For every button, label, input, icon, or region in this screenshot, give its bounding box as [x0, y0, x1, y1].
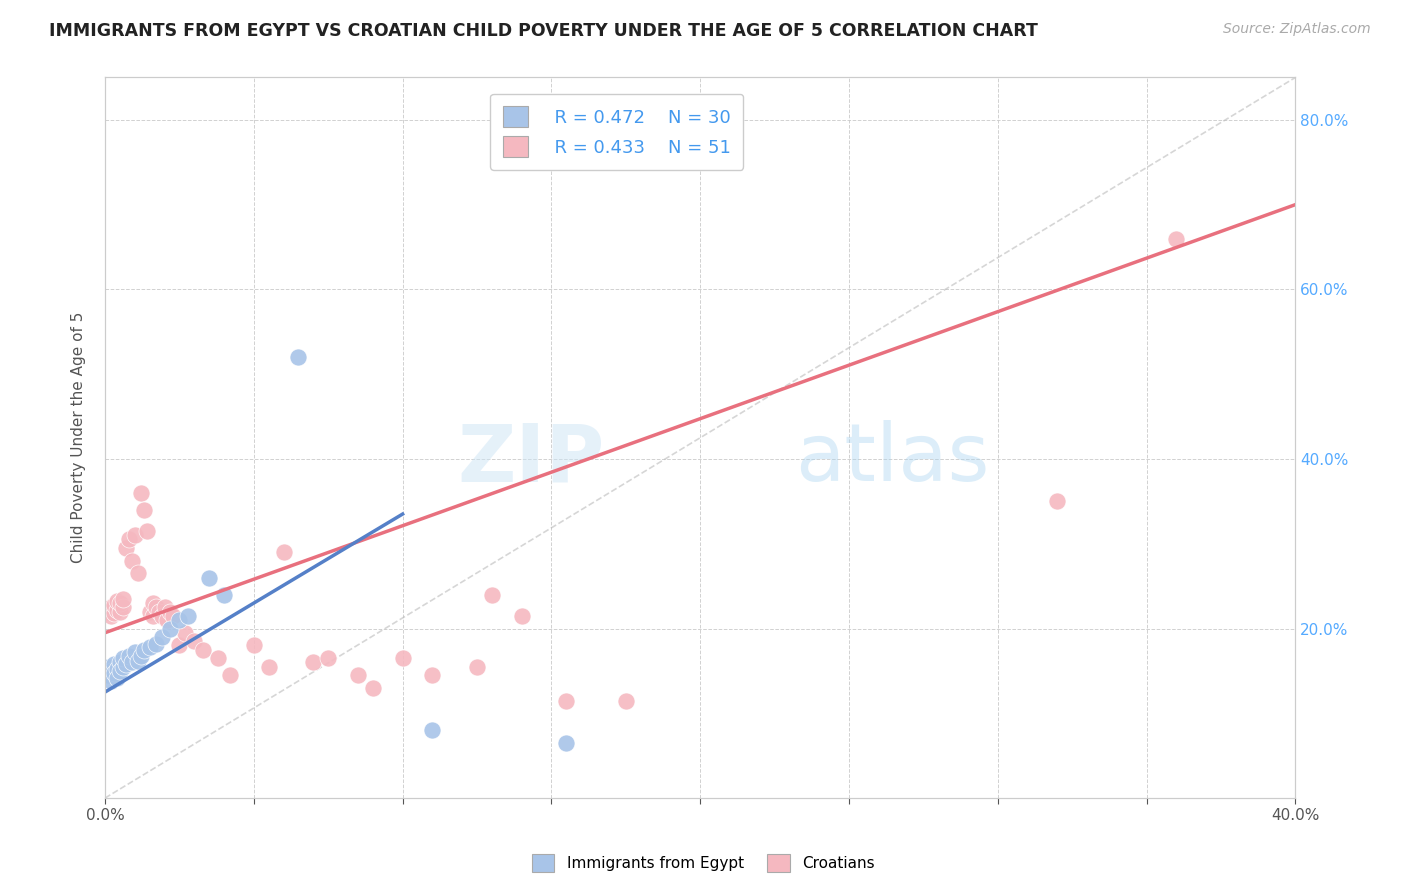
Point [347, 668, 370, 682]
Point [100, 664, 122, 678]
Point [135, 524, 157, 538]
Point [153, 600, 176, 615]
Point [105, 671, 128, 685]
Point [481, 588, 503, 602]
Point [243, 639, 266, 653]
Point [111, 591, 134, 606]
Point [124, 645, 146, 659]
Point [159, 622, 181, 636]
Point [100, 674, 122, 689]
Point [111, 659, 134, 673]
Point [316, 651, 339, 665]
Point [150, 608, 173, 623]
Point [555, 736, 578, 750]
Point [148, 605, 170, 619]
Point [129, 486, 152, 500]
Point [422, 668, 444, 682]
Text: IMMIGRANTS FROM EGYPT VS CROATIAN CHILD POVERTY UNDER THE AGE OF 5 CORRELATION C: IMMIGRANTS FROM EGYPT VS CROATIAN CHILD … [49, 22, 1038, 40]
Point [103, 657, 125, 672]
Point [108, 596, 131, 610]
Point [97, 668, 120, 682]
Point [138, 605, 160, 619]
Point [105, 603, 128, 617]
Point [198, 571, 221, 585]
Point [114, 541, 136, 555]
Point [287, 350, 309, 364]
Point [510, 608, 533, 623]
Point [108, 656, 131, 670]
Point [132, 642, 155, 657]
Point [97, 659, 120, 673]
Point [1046, 494, 1069, 508]
Point [145, 637, 167, 651]
Point [219, 668, 242, 682]
Point [145, 600, 167, 615]
Text: Source: ZipAtlas.com: Source: ZipAtlas.com [1223, 22, 1371, 37]
Point [162, 608, 184, 623]
Point [150, 630, 173, 644]
Point [111, 600, 134, 615]
Point [103, 598, 125, 612]
Legend: Immigrants from Egypt, Croatians: Immigrants from Egypt, Croatians [524, 846, 882, 880]
Point [97, 605, 120, 619]
Point [207, 651, 229, 665]
Point [129, 648, 152, 663]
Y-axis label: Child Poverty Under the Age of 5: Child Poverty Under the Age of 5 [72, 312, 86, 564]
Point [177, 608, 200, 623]
Point [114, 657, 136, 672]
Point [273, 545, 295, 559]
Point [159, 605, 181, 619]
Point [105, 594, 128, 608]
Point [108, 605, 131, 619]
Point [257, 659, 280, 673]
Point [465, 659, 488, 673]
Point [127, 566, 149, 581]
Point [100, 608, 122, 623]
Text: ZIP: ZIP [458, 420, 605, 499]
Point [103, 606, 125, 620]
Legend:   R = 0.472    N = 30,   R = 0.433    N = 51: R = 0.472 N = 30, R = 0.433 N = 51 [491, 94, 744, 169]
Point [169, 613, 191, 627]
Point [118, 648, 141, 663]
Point [121, 554, 143, 568]
Point [193, 642, 215, 657]
Point [183, 634, 205, 648]
Point [142, 596, 165, 610]
Point [100, 600, 122, 615]
Text: atlas: atlas [796, 420, 990, 499]
Point [212, 588, 235, 602]
Point [1166, 231, 1188, 245]
Point [555, 693, 578, 707]
Point [391, 651, 413, 665]
Point [302, 656, 325, 670]
Point [108, 664, 131, 678]
Point [124, 528, 146, 542]
Point [142, 608, 165, 623]
Point [132, 503, 155, 517]
Point [361, 681, 384, 695]
Point [156, 613, 179, 627]
Point [174, 625, 197, 640]
Point [111, 651, 134, 665]
Point [118, 533, 141, 547]
Point [127, 654, 149, 668]
Point [105, 662, 128, 676]
Point [422, 723, 444, 738]
Point [103, 665, 125, 680]
Point [138, 640, 160, 655]
Point [614, 693, 637, 707]
Point [169, 639, 191, 653]
Point [121, 656, 143, 670]
